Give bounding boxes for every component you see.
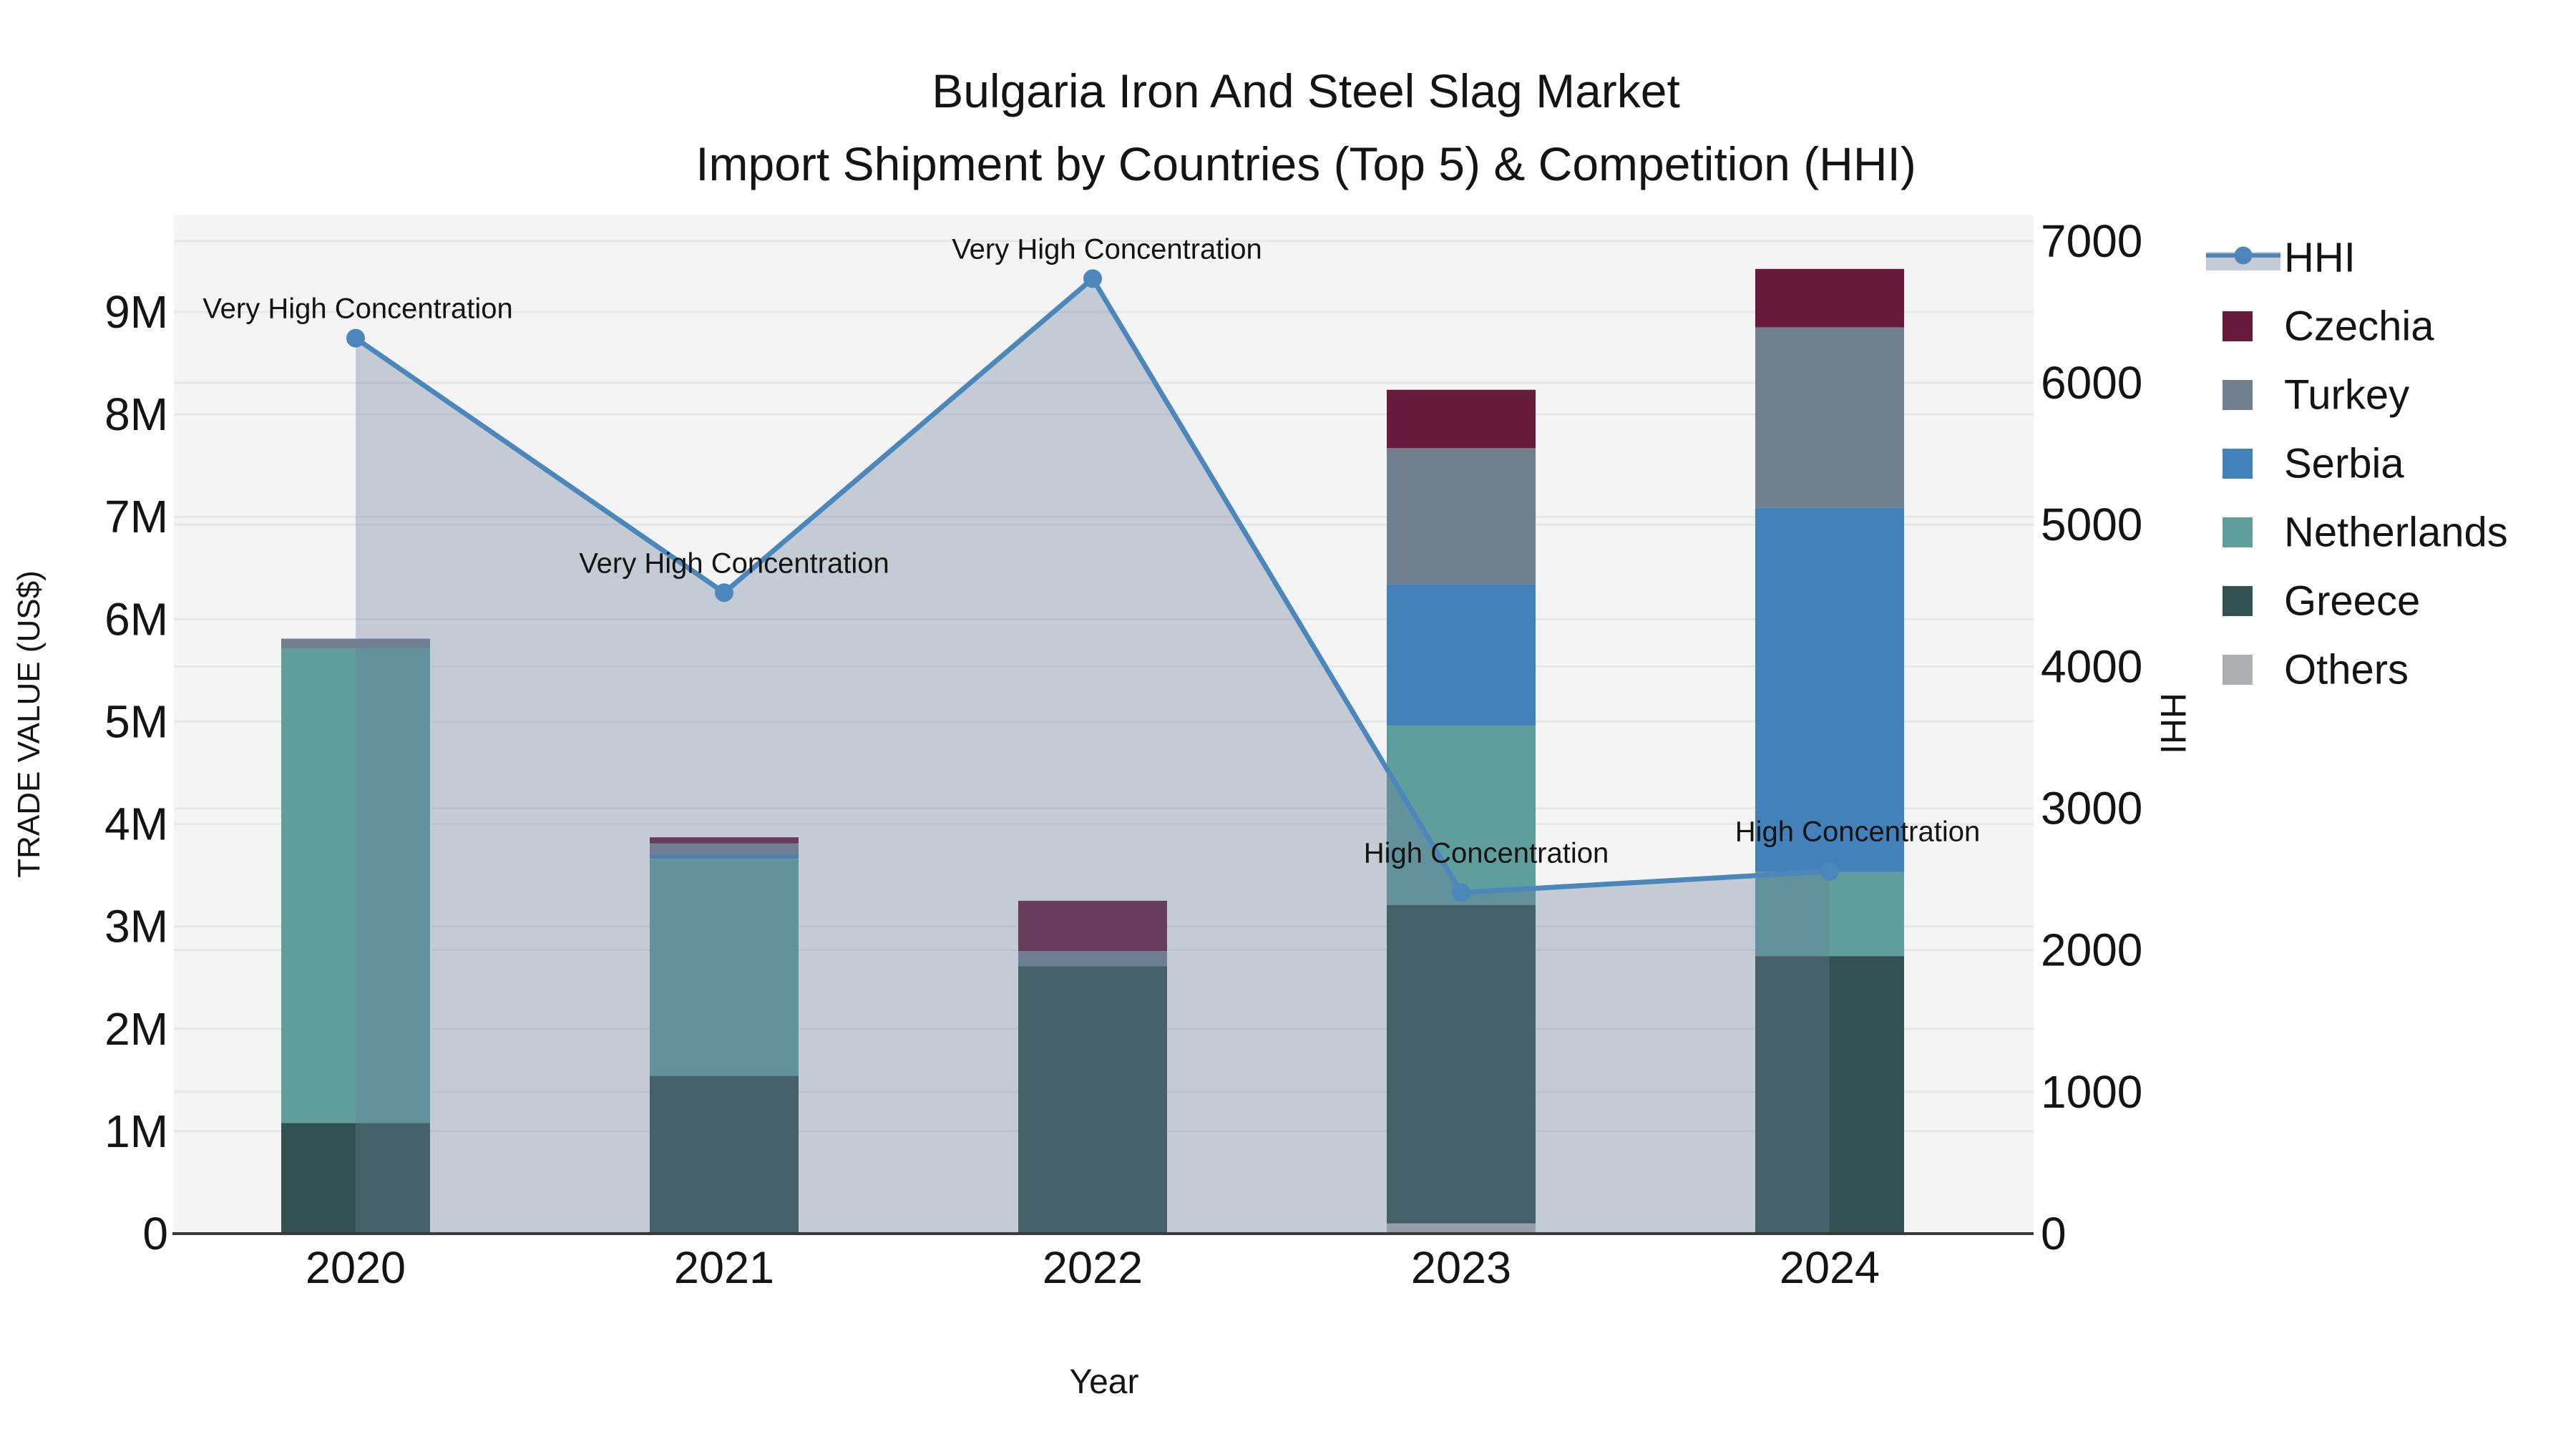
annotation-2020: Very High Concentration: [203, 293, 513, 325]
legend-swatch-czechia: [2223, 311, 2253, 341]
tick-label-left-4M: 4M: [104, 799, 168, 850]
tick-label-right-3000: 3000: [2041, 783, 2142, 834]
legend-swatch-netherlands: [2223, 517, 2253, 547]
tick-label-right-4000: 4000: [2041, 640, 2142, 692]
year-label-2021: 2021: [674, 1243, 774, 1293]
hhi-marker-2024: [1820, 862, 1839, 881]
hhi-line-group: [346, 269, 1839, 902]
bar-segment-2021-turkey: [650, 843, 799, 855]
legend-hhi-marker-icon: [2234, 246, 2253, 265]
tick-label-right-0: 0: [2041, 1208, 2067, 1259]
tick-label-left-6M: 6M: [104, 593, 168, 645]
year-label-2024: 2024: [1780, 1243, 1880, 1293]
chart-title-line2: Import Shipment by Countries (Top 5) & C…: [696, 137, 1916, 190]
year-label-2020: 2020: [306, 1243, 406, 1293]
legend-swatch-others: [2223, 655, 2253, 685]
bar-segment-2020-turkey: [281, 638, 430, 649]
bar-segment-2020-greece: [281, 1123, 430, 1234]
bar-segment-2023-serbia: [1387, 584, 1536, 726]
bar-segment-2022-turkey: [1018, 951, 1167, 967]
bar-segment-2023-czechia: [1387, 389, 1536, 449]
bar-segment-2024-greece: [1755, 956, 1904, 1234]
bar-segment-2024-czechia: [1755, 268, 1904, 328]
bar-segment-2021-czechia: [650, 837, 799, 844]
bar-segment-2021-greece: [650, 1075, 799, 1234]
hhi-marker-2020: [346, 328, 365, 348]
year-label-2023: 2023: [1411, 1243, 1511, 1293]
legend-label-greece: Greece: [2284, 578, 2420, 625]
legend-swatch-turkey: [2223, 380, 2253, 410]
tick-labels-left-group: 0 1M 2M 3M 4M 5M 6M 7M 8M 9M: [104, 286, 168, 1259]
tick-label-right-6000: 6000: [2041, 357, 2142, 409]
tick-label-right-1000: 1000: [2041, 1066, 2142, 1118]
x-axis-title: Year: [1070, 1363, 1139, 1401]
tick-label-left-9M: 9M: [104, 286, 168, 338]
hhi-area-group: [356, 278, 1830, 1234]
hhi-area-fill: [356, 278, 1830, 1234]
tick-label-left-5M: 5M: [104, 696, 168, 747]
bar-segment-2023-turkey: [1387, 448, 1536, 585]
legend-swatch-serbia: [2223, 449, 2253, 479]
chart-title-line1: Bulgaria Iron And Steel Slag Market: [932, 64, 1680, 117]
tick-label-left-8M: 8M: [104, 389, 168, 440]
bars-group: [281, 268, 1904, 1234]
tick-label-right-5000: 5000: [2041, 499, 2142, 550]
tick-label-left-2M: 2M: [104, 1003, 168, 1055]
legend-label-others: Others: [2284, 647, 2409, 693]
legend-label-hhi: HHI: [2284, 235, 2356, 281]
bar-segment-2022-czechia: [1018, 900, 1167, 952]
bar-segment-2020-netherlands: [281, 648, 430, 1123]
annotation-2022: Very High Concentration: [952, 233, 1262, 265]
tick-label-left-7M: 7M: [104, 491, 168, 542]
annotations-group: Very High Concentration Very High Concent…: [203, 233, 1980, 869]
bar-segment-2024-netherlands: [1755, 872, 1904, 957]
legend-label-czechia: Czechia: [2284, 303, 2434, 350]
tick-label-left-1M: 1M: [104, 1106, 168, 1157]
bar-segment-2021-netherlands: [650, 859, 799, 1076]
bar-segment-2021-serbia: [650, 854, 799, 859]
legend-group: HHI Czechia Turkey Serbia Netherlands Greece O…: [2206, 235, 2508, 693]
annotation-2024: High Concentration: [1735, 816, 1980, 848]
bar-segment-2023-others: [1387, 1223, 1536, 1234]
tick-label-left-3M: 3M: [104, 901, 168, 952]
hhi-marker-2023: [1452, 883, 1470, 902]
bar-segment-2024-serbia: [1755, 507, 1904, 872]
tick-labels-right-group: 0 1000 2000 3000 4000 5000 6000 7000: [2041, 215, 2142, 1259]
bar-segment-2023-greece: [1387, 904, 1536, 1224]
bar-segment-2022-greece: [1018, 966, 1167, 1234]
left-axis-title: TRADE VALUE (US$): [11, 570, 47, 878]
tick-label-right-2000: 2000: [2041, 924, 2142, 976]
legend-swatch-greece: [2223, 586, 2253, 616]
hhi-marker-2021: [715, 583, 733, 602]
right-axis-title: HHI: [2153, 693, 2193, 754]
year-label-2022: 2022: [1043, 1243, 1143, 1293]
annotation-2021: Very High Concentration: [579, 547, 889, 579]
bar-segment-2023-netherlands: [1387, 726, 1536, 905]
legend-label-netherlands: Netherlands: [2284, 509, 2508, 556]
tick-label-right-7000: 7000: [2041, 215, 2142, 267]
bar-segment-2024-turkey: [1755, 327, 1904, 508]
year-labels-group: 2020 2021 2022 2023 2024: [306, 1243, 1880, 1293]
legend-label-serbia: Serbia: [2284, 441, 2404, 487]
tick-label-left-0: 0: [142, 1208, 168, 1259]
hhi-marker-2022: [1083, 269, 1102, 288]
legend-label-turkey: Turkey: [2284, 372, 2409, 419]
annotation-2023: High Concentration: [1364, 837, 1609, 869]
